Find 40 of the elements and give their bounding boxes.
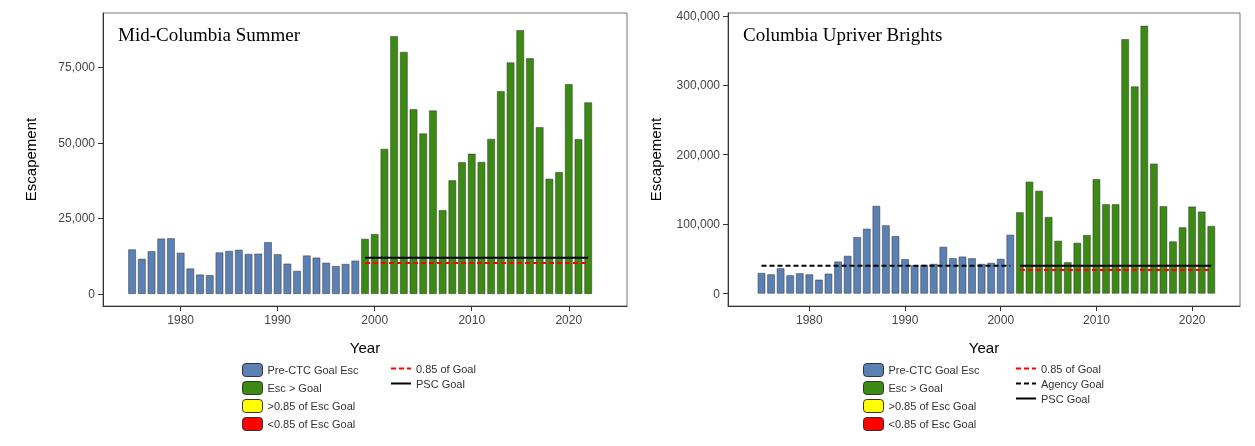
legend-label: Pre-CTC Goal Esc	[267, 364, 360, 376]
legend-label: >0.85 of Esc Goal	[888, 400, 977, 412]
x-tick-label: 2010	[458, 313, 486, 327]
x-tick-label: 1990	[891, 313, 919, 327]
y-tick-label: 25,000	[58, 211, 96, 226]
x-tick-label: 2000	[987, 313, 1015, 327]
y-tick-label: 200,000	[676, 147, 721, 162]
legend-label: PSC Goal	[1041, 392, 1090, 405]
y-tick-label: 0	[88, 286, 96, 301]
text: Columbia Upriver Brights	[743, 24, 943, 45]
bar	[128, 249, 136, 294]
legend-label: PSC Goal	[416, 377, 465, 390]
x-tick-label: 1980	[167, 313, 195, 327]
x-axis-title: Year	[349, 339, 381, 356]
y-tick-label: 400,000	[676, 8, 721, 23]
legend-label: 0.85 of Goal	[416, 362, 476, 375]
legend-label: >0.85 of Esc Goal	[267, 400, 356, 412]
x-tick-label: 2020	[1178, 313, 1206, 327]
y-tick-label: 50,000	[58, 135, 96, 150]
x-axis-title: Year	[968, 339, 1000, 356]
legend-label: Pre-CTC Goal Esc	[888, 364, 981, 376]
legend-label: Agency Goal	[1041, 377, 1104, 390]
y-tick-label: 0	[713, 286, 721, 301]
x-tick-label: 2010	[1083, 313, 1111, 327]
legend-label: <0.85 of Esc Goal	[888, 418, 977, 430]
x-tick-label: 1990	[264, 313, 292, 327]
x-tick-label: 1980	[795, 313, 824, 327]
y-tick-label: 300,000	[676, 78, 721, 93]
y-axis-title: Escapement	[22, 116, 39, 202]
y-tick-label: 100,000	[676, 217, 721, 232]
legend-label: Esc > Goal	[888, 382, 943, 394]
y-axis-title: Escapement	[647, 116, 664, 202]
y-tick-label: 75,000	[58, 60, 96, 75]
x-tick-label: 2020	[555, 313, 583, 327]
text: Mid-Columbia Summer	[118, 24, 301, 45]
legend-label: <0.85 of Esc Goal	[267, 418, 356, 430]
x-tick-label: 2000	[361, 313, 389, 327]
legend-label: Esc > Goal	[267, 382, 322, 394]
bar	[361, 238, 369, 294]
legend-label: 0.85 of Goal	[1041, 362, 1101, 375]
